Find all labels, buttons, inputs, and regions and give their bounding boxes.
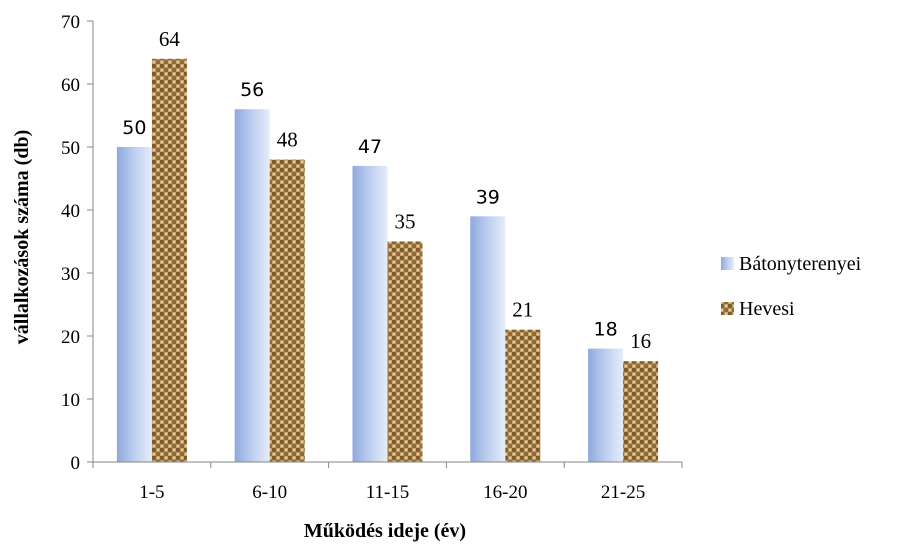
legend: Bátonyterenyei Hevesi: [721, 253, 862, 320]
data-label-batonyterenyei-1-5: 50: [122, 117, 146, 139]
x-tick-label: 21-25: [601, 482, 645, 503]
data-label-batonyterenyei-21-25: 18: [594, 319, 618, 341]
x-tick-label: 11-15: [366, 482, 410, 503]
bar-hevesi-11-15: [387, 241, 423, 462]
y-tick-label: 20: [61, 327, 80, 348]
data-label-hevesi-21-25: 16: [630, 329, 651, 353]
y-tick-labels: 0 10 20 30 40 50 60 70: [61, 12, 80, 474]
data-label-batonyterenyei-16-20: 39: [476, 186, 500, 208]
legend-swatch-batonyterenyei: [721, 257, 734, 270]
x-tick-labels: 1-5 6-10 11-15 16-20 21-25: [139, 482, 645, 503]
y-tick-label: 30: [61, 264, 80, 285]
y-axis-title-group: vállalkozások száma (db): [11, 130, 33, 344]
bar-batonyterenyei-6-10: [234, 109, 270, 462]
data-label-hevesi-1-5: 64: [159, 27, 181, 51]
data-label-batonyterenyei-11-15: 47: [358, 136, 382, 158]
bars: [116, 58, 659, 463]
x-axis-title: Működés ideje (év): [304, 520, 466, 542]
data-label-hevesi-6-10: 48: [277, 128, 298, 152]
y-tick-marks: [87, 20, 93, 463]
bar-hevesi-1-5: [151, 58, 187, 463]
y-tick-label: 40: [61, 201, 80, 222]
y-tick-label: 60: [61, 75, 80, 96]
bar-batonyterenyei-11-15: [352, 165, 388, 462]
y-tick-label: 50: [61, 138, 80, 159]
bar-hevesi-16-20: [505, 329, 541, 462]
bar-batonyterenyei-21-25: [588, 348, 624, 462]
data-label-batonyterenyei-6-10: 56: [240, 79, 264, 101]
x-tick-marks: [92, 462, 683, 468]
y-axis-title: vállalkozások száma (db): [11, 130, 33, 344]
bar-batonyterenyei-1-5: [116, 147, 152, 462]
x-tick-label: 1-5: [139, 482, 164, 503]
y-tick-label: 10: [61, 390, 80, 411]
x-tick-label: 16-20: [483, 482, 527, 503]
data-label-hevesi-16-20: 21: [512, 298, 533, 322]
bar-hevesi-6-10: [269, 159, 305, 462]
legend-swatch-hevesi: [721, 302, 734, 315]
bar-batonyterenyei-16-20: [470, 216, 506, 462]
y-tick-label: 70: [61, 12, 80, 33]
x-tick-label: 6-10: [252, 482, 287, 503]
legend-label-hevesi: Hevesi: [739, 298, 795, 320]
data-label-hevesi-11-15: 35: [395, 210, 416, 234]
y-tick-label: 0: [71, 453, 81, 474]
bar-hevesi-21-25: [623, 361, 659, 462]
legend-label-batonyterenyei: Bátonyterenyei: [739, 253, 862, 275]
data-labels: 50 64 56 48 47 35 39 21 18 16: [122, 27, 651, 353]
